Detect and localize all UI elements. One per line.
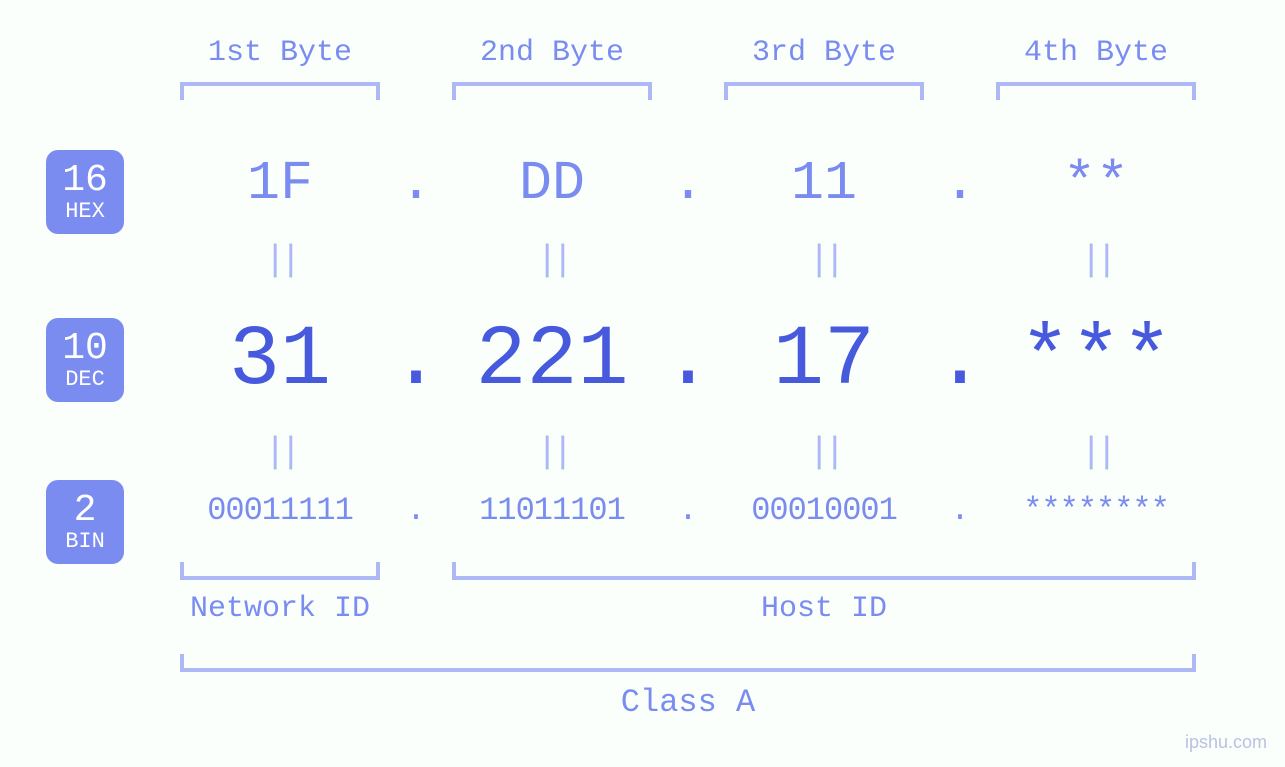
byte-header-4: 4th Byte (996, 36, 1196, 70)
dot-separator: . (652, 152, 724, 215)
equals-icon: || (996, 432, 1196, 473)
equals-icon: || (724, 432, 924, 473)
dec-byte-1: 31 (180, 312, 380, 409)
bin-byte-4: ******** (996, 492, 1196, 529)
hex-byte-2: DD (452, 152, 652, 215)
byte-header-3: 3rd Byte (724, 36, 924, 70)
equals-icon: || (452, 240, 652, 281)
equals-icon: || (180, 432, 380, 473)
dot-separator: . (652, 312, 724, 409)
equals-row-2: || || || || (180, 432, 1196, 473)
bracket-network-id (180, 562, 380, 580)
dot-separator: . (380, 152, 452, 215)
dec-byte-2: 221 (452, 312, 652, 409)
bracket-top-2 (452, 82, 652, 100)
byte-header-2: 2nd Byte (452, 36, 652, 70)
bracket-top-1 (180, 82, 380, 100)
badge-bin-label: BIN (65, 530, 105, 553)
network-id-label: Network ID (180, 592, 380, 626)
badge-dec-base: 10 (62, 329, 108, 369)
dot-separator: . (652, 492, 724, 529)
dot-separator: . (924, 152, 996, 215)
hex-row: 1F . DD . 11 . ** (180, 152, 1196, 215)
bracket-class (180, 654, 1196, 672)
byte-headers: 1st Byte 2nd Byte 3rd Byte 4th Byte (180, 36, 1196, 70)
badge-dec-label: DEC (65, 368, 105, 391)
top-brackets (180, 82, 1196, 100)
bin-row: 00011111 . 11011101 . 00010001 . *******… (180, 492, 1196, 529)
equals-icon: || (724, 240, 924, 281)
equals-row-1: || || || || (180, 240, 1196, 281)
badge-hex-base: 16 (62, 161, 108, 201)
hex-byte-3: 11 (724, 152, 924, 215)
dot-separator: . (924, 492, 996, 529)
bin-byte-3: 00010001 (724, 492, 924, 529)
badge-dec: 10 DEC (46, 318, 124, 402)
watermark: ipshu.com (1185, 732, 1267, 753)
class-label: Class A (180, 684, 1196, 721)
bin-byte-2: 11011101 (452, 492, 652, 529)
dot-separator: . (380, 492, 452, 529)
badge-hex-label: HEX (65, 200, 105, 223)
dot-separator: . (380, 312, 452, 409)
bracket-top-3 (724, 82, 924, 100)
dec-byte-3: 17 (724, 312, 924, 409)
dot-separator: . (924, 312, 996, 409)
hex-byte-1: 1F (180, 152, 380, 215)
badge-bin-base: 2 (74, 491, 97, 531)
bin-byte-1: 00011111 (180, 492, 380, 529)
dec-byte-4: *** (996, 312, 1196, 409)
byte-header-1: 1st Byte (180, 36, 380, 70)
host-id-label: Host ID (452, 592, 1196, 626)
dec-row: 31 . 221 . 17 . *** (180, 312, 1196, 409)
badge-hex: 16 HEX (46, 150, 124, 234)
equals-icon: || (452, 432, 652, 473)
hex-byte-4: ** (996, 152, 1196, 215)
badge-bin: 2 BIN (46, 480, 124, 564)
equals-icon: || (180, 240, 380, 281)
equals-icon: || (996, 240, 1196, 281)
bracket-top-4 (996, 82, 1196, 100)
bracket-host-id (452, 562, 1196, 580)
